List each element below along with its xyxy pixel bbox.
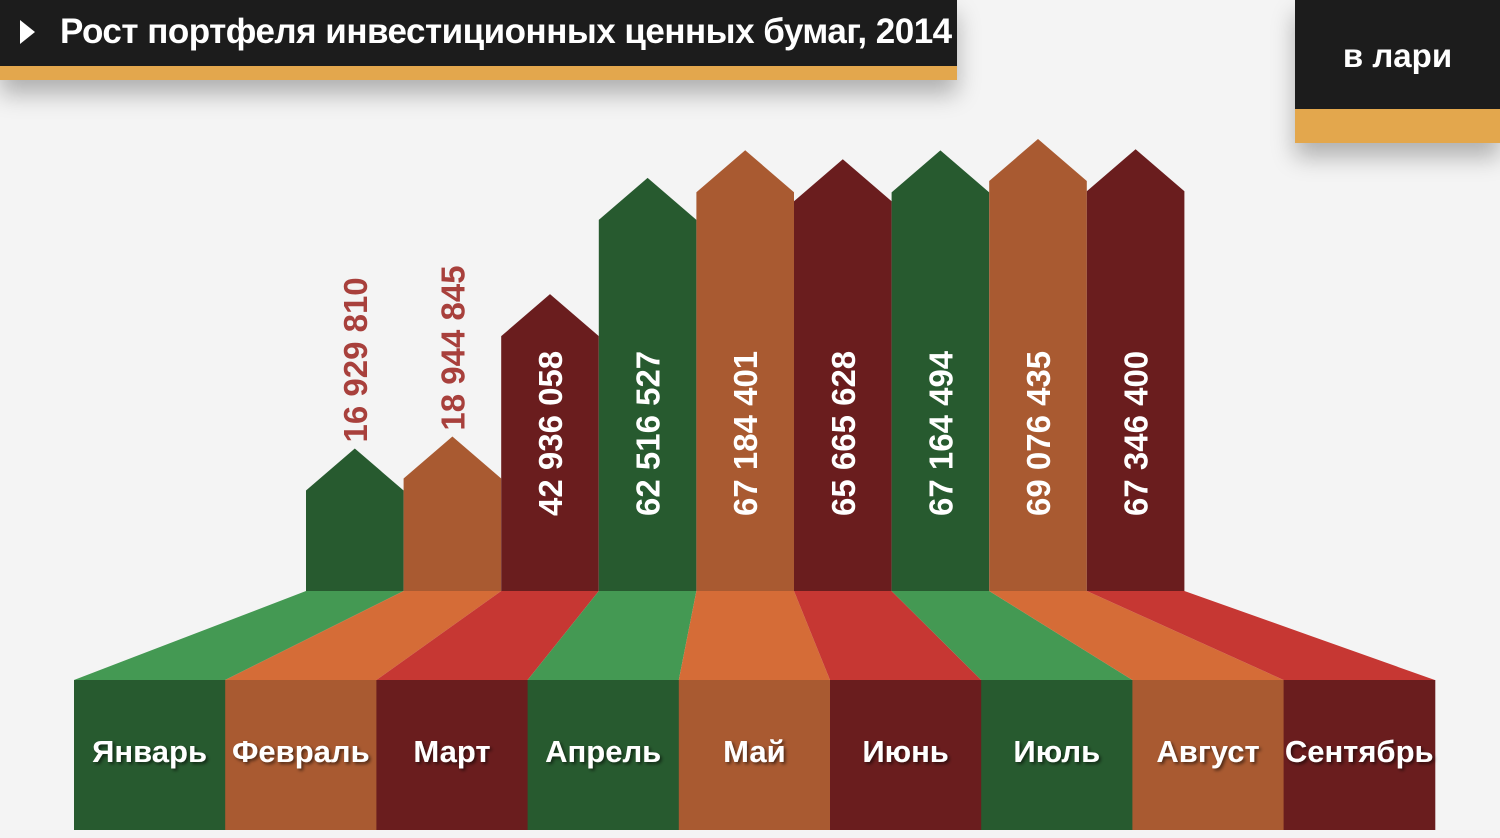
category-label: Сентябрь <box>1285 734 1434 769</box>
category-cell <box>678 680 831 830</box>
bar-value-label: 67 346 400 <box>1118 351 1155 516</box>
floor-panel <box>1086 591 1435 680</box>
category-label: Январь <box>92 734 207 769</box>
category-cell <box>527 680 680 830</box>
bar <box>1086 149 1185 591</box>
bar-value-label: 67 164 494 <box>922 350 959 516</box>
bar <box>501 294 599 591</box>
bar-value-label: 69 076 435 <box>1020 351 1057 516</box>
bar-value-label: 18 944 845 <box>434 265 471 430</box>
title-accent-stripe <box>0 66 957 80</box>
category-cell <box>376 680 529 830</box>
bar-value-label: 65 665 628 <box>825 351 862 516</box>
category-label: Март <box>413 734 490 769</box>
play-arrow-icon <box>20 20 35 44</box>
category-cell <box>1132 680 1285 830</box>
bar <box>696 150 794 591</box>
category-cell <box>74 680 226 830</box>
title-banner: Рост портфеля инвестиционных ценных бума… <box>0 0 957 80</box>
category-label: Июнь <box>862 734 949 769</box>
bar-value-label: 62 516 527 <box>630 351 667 516</box>
category-label: Май <box>723 734 786 769</box>
category-label: Апрель <box>545 734 661 769</box>
floor-panel <box>527 591 697 680</box>
bars <box>306 139 1185 591</box>
bar <box>306 448 404 591</box>
floor-panel <box>376 591 599 680</box>
bar <box>989 139 1087 591</box>
category-cell <box>981 680 1133 830</box>
unit-badge: в лари <box>1295 0 1500 143</box>
floor-perspective <box>74 591 1435 680</box>
category-cell <box>830 680 982 830</box>
unit-label: в лари <box>1342 37 1453 74</box>
chart-title: Рост портфеля инвестиционных ценных бума… <box>60 12 952 51</box>
floor-panel <box>74 591 404 680</box>
unit-accent-stripe <box>1295 109 1500 143</box>
bar-value-label: 42 936 058 <box>532 351 569 516</box>
bar-value-label: 16 929 810 <box>337 277 374 442</box>
category-strip: Январь Февраль Март Апрель Май Июнь Июль Август… <box>74 680 1436 830</box>
category-cell <box>225 680 377 830</box>
category-label: Июль <box>1013 734 1100 769</box>
floor-panel <box>678 591 830 680</box>
bar <box>598 177 697 591</box>
bar <box>891 150 990 591</box>
floor-panel <box>794 591 982 680</box>
bar <box>403 436 502 591</box>
category-cell <box>1283 680 1436 830</box>
bar <box>794 159 892 591</box>
category-label: Август <box>1156 734 1259 769</box>
bar-value-label: 67 184 401 <box>727 351 764 516</box>
floor-panel <box>891 591 1133 680</box>
floor-panel <box>989 591 1284 680</box>
value-labels: 16 929 810 18 944 845 42 936 058 62 516 527… <box>337 265 1155 516</box>
category-label: Февраль <box>232 734 370 769</box>
floor-panel <box>225 591 502 680</box>
